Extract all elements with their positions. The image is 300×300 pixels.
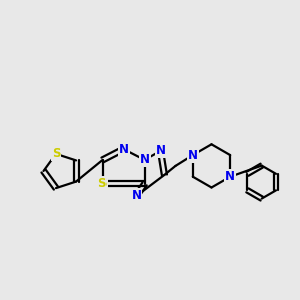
Text: S: S — [98, 177, 107, 190]
Text: N: N — [155, 144, 166, 158]
Text: N: N — [225, 170, 235, 183]
Text: N: N — [118, 142, 129, 156]
Text: N: N — [140, 153, 150, 167]
Text: N: N — [131, 189, 142, 203]
Text: S: S — [97, 177, 105, 190]
Text: N: N — [188, 148, 198, 162]
Text: S: S — [52, 147, 60, 161]
